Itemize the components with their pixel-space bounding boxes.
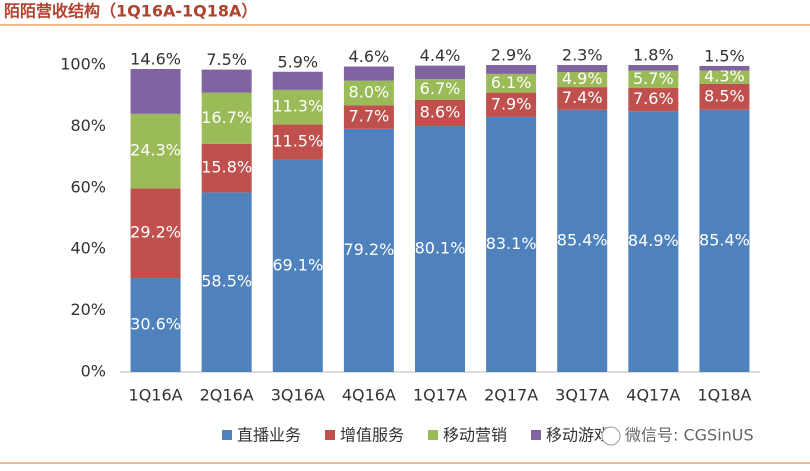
- legend-swatch: [531, 430, 541, 440]
- bar-segment: [343, 128, 394, 372]
- bar-segment: [628, 88, 679, 112]
- bar-segment: [557, 109, 608, 373]
- data-label: 8.0%: [349, 82, 390, 101]
- bar-segment: [343, 66, 394, 81]
- data-label: 24.3%: [130, 141, 181, 160]
- y-tick-label: 60%: [70, 177, 106, 196]
- data-label: 16.7%: [201, 108, 252, 127]
- bar-segment: [201, 92, 252, 144]
- bar-segment: [272, 159, 323, 372]
- x-tick-label: 1Q18A: [697, 386, 751, 405]
- data-label: 83.1%: [486, 234, 537, 253]
- data-label: 4.3%: [704, 67, 745, 86]
- x-tick-label: 2Q16A: [200, 386, 254, 405]
- bar-segment: [272, 89, 323, 125]
- legend-label: 直播业务: [237, 426, 301, 445]
- data-label: 11.3%: [272, 97, 323, 116]
- data-label: 5.7%: [633, 69, 674, 88]
- data-label: 2.3%: [562, 46, 603, 65]
- bar-segment: [628, 65, 679, 71]
- bar-segment: [699, 65, 750, 71]
- y-tick-label: 20%: [70, 300, 106, 319]
- bar-segment: [699, 109, 750, 373]
- bar-segment: [201, 192, 252, 372]
- data-label: 29.2%: [130, 223, 181, 242]
- bar-segment: [628, 70, 679, 89]
- data-label: 4.4%: [420, 46, 461, 65]
- bar-segment: [486, 73, 537, 93]
- data-label: 14.6%: [130, 49, 181, 68]
- bar-segment: [415, 99, 465, 127]
- bar-segment: [486, 116, 537, 373]
- bar-segment: [272, 71, 323, 90]
- data-label: 7.7%: [349, 107, 390, 126]
- bar-segment: [557, 65, 608, 73]
- legend-swatch: [222, 430, 232, 440]
- bar-segment: [557, 72, 608, 88]
- x-tick-label: 4Q17A: [626, 386, 680, 405]
- y-tick-label: 80%: [70, 116, 106, 135]
- x-tick-label: 3Q17A: [555, 386, 609, 405]
- data-label: 15.8%: [201, 158, 252, 177]
- bar-segment: [699, 83, 750, 110]
- bar-segment: [415, 79, 465, 100]
- data-label: 7.6%: [633, 89, 674, 108]
- bar-segment: [272, 124, 323, 160]
- x-tick-label: 4Q16A: [342, 386, 396, 405]
- data-label: 11.5%: [272, 132, 323, 151]
- x-tick-label: 2Q17A: [484, 386, 538, 405]
- data-label: 84.9%: [628, 231, 679, 250]
- bar-segment: [201, 143, 252, 193]
- data-label: 7.5%: [206, 50, 247, 69]
- y-tick-label: 40%: [70, 239, 106, 258]
- y-tick-label: 100%: [60, 55, 106, 74]
- data-label: 1.5%: [704, 46, 745, 65]
- data-label: 7.4%: [562, 88, 603, 107]
- data-label: 6.7%: [420, 79, 461, 98]
- data-label: 4.6%: [349, 47, 390, 66]
- data-label: 7.9%: [491, 94, 532, 113]
- bar-segment: [130, 278, 181, 372]
- data-label: 8.5%: [704, 86, 745, 105]
- bar-segment: [557, 87, 608, 110]
- data-label: 4.9%: [562, 69, 603, 88]
- bar-segment: [415, 126, 465, 372]
- data-label: 2.9%: [491, 46, 532, 65]
- bar-segment: [343, 80, 394, 106]
- watermark: 微信号: CGSinUS: [625, 426, 754, 445]
- legend-label: 增值服务: [340, 426, 404, 445]
- bar-segment: [699, 70, 750, 84]
- legend-swatch: [428, 430, 438, 440]
- bar-segment: [628, 111, 679, 373]
- data-label: 80.1%: [415, 239, 466, 258]
- x-tick-label: 1Q17A: [413, 386, 467, 405]
- bar-segment: [130, 113, 181, 189]
- legend-label: 移动营销: [443, 426, 507, 445]
- data-label: 69.1%: [272, 255, 323, 274]
- data-label: 8.6%: [420, 102, 461, 121]
- data-label: 85.4%: [699, 230, 750, 249]
- bar-segment: [415, 65, 465, 80]
- bar-segment: [486, 65, 537, 74]
- data-label: 6.1%: [491, 73, 532, 92]
- chart-title: 陌陌营收结构（1Q16A-1Q18A）: [4, 2, 257, 21]
- data-label: 58.5%: [201, 272, 252, 291]
- x-tick-label: 1Q16A: [129, 386, 183, 405]
- legend-label: 移动游戏: [546, 426, 610, 445]
- bar-segment: [343, 105, 394, 129]
- bar-segment: [130, 188, 181, 279]
- y-tick-label: 0%: [81, 362, 106, 381]
- bar-segment: [201, 69, 252, 93]
- legend-swatch: [325, 430, 335, 440]
- data-label: 1.8%: [633, 46, 674, 65]
- bar-segment: [486, 92, 537, 117]
- data-label: 5.9%: [277, 52, 318, 71]
- bar-segment: [130, 68, 181, 114]
- x-tick-label: 3Q16A: [271, 386, 325, 405]
- data-label: 79.2%: [343, 240, 394, 259]
- watermark-icon: [601, 426, 621, 446]
- data-label: 30.6%: [130, 315, 181, 334]
- data-label: 85.4%: [557, 230, 608, 249]
